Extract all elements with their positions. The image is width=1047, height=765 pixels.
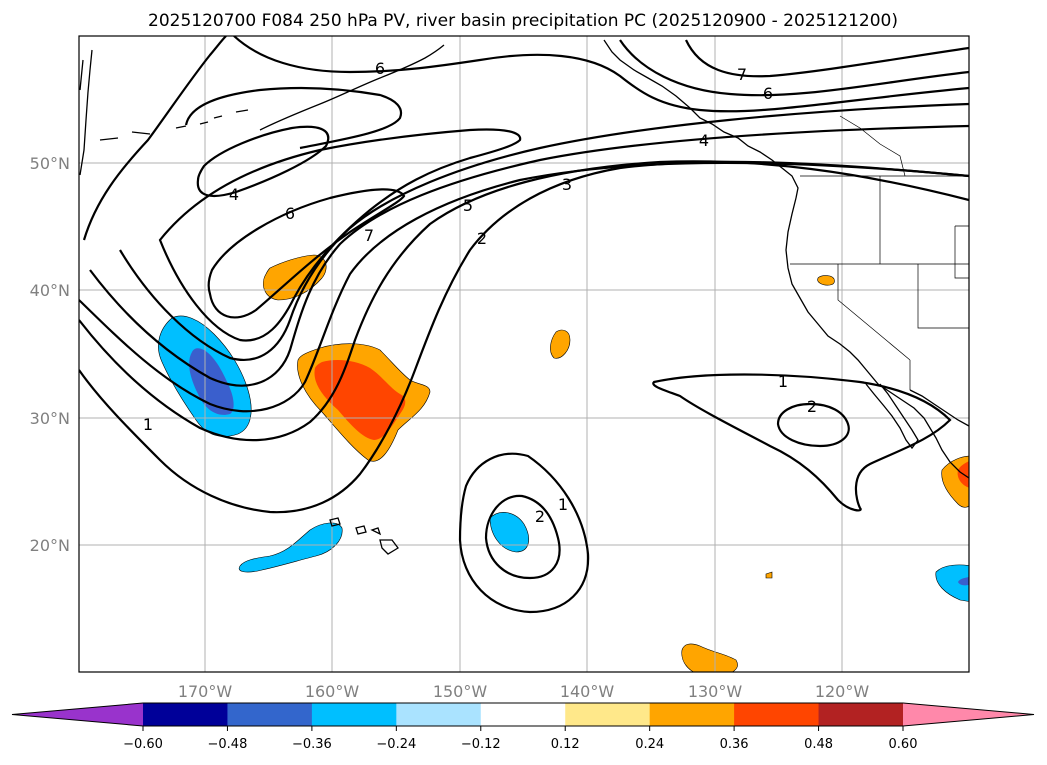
- bc-alaska-panhandle: [603, 39, 799, 199]
- borders: [790, 115, 969, 390]
- neg-anomaly-east: [935, 564, 969, 602]
- contour-north-arc: [184, 86, 403, 150]
- map: 6 7 6 4 4 6 7 5 3 2 1 1 2 1 2: [78, 35, 970, 673]
- colorbar-tick-label: −0.48: [208, 737, 248, 752]
- us-west-coast: [785, 197, 969, 479]
- contour-label: 2: [535, 507, 545, 526]
- contour-label: 7: [364, 226, 374, 245]
- contour-2-south: [484, 494, 561, 580]
- latitude-labels: 50°N 40°N 30°N 20°N: [30, 154, 70, 555]
- lat-label-20n: 20°N: [30, 536, 70, 555]
- neg-anomaly-south-a: [238, 522, 343, 573]
- contour-1-south: [458, 452, 590, 614]
- map-frame: [78, 35, 970, 673]
- contour-3: [79, 161, 969, 413]
- colorbar-extend-low: [12, 703, 143, 726]
- aleutian-islands: [99, 109, 249, 141]
- colorbar-tick-label: 0.36: [720, 737, 749, 752]
- longitude-labels: 170°W 160°W 150°W 140°W 130°W 120°W: [178, 682, 870, 701]
- figure-title: 2025120700 F084 250 hPa PV, river basin …: [148, 11, 898, 31]
- colorbar-segment: [649, 703, 735, 726]
- colorbar-segment: [734, 703, 820, 726]
- contour-label: 3: [562, 175, 572, 194]
- pos-anomaly-bottom: [681, 643, 738, 672]
- lon-label-150w: 150°W: [433, 682, 488, 701]
- contour-label: 6: [763, 84, 773, 103]
- state-borders: [790, 115, 969, 390]
- pos-anomaly-coast: [817, 275, 835, 286]
- colorbar-tick-label: 0.12: [551, 737, 580, 752]
- contour-label: 1: [558, 495, 568, 514]
- kamchatka-coast: [79, 49, 93, 176]
- colorbar-segment: [311, 703, 397, 726]
- colorbar-tick-label: −0.24: [376, 737, 416, 752]
- contour-label: 6: [285, 204, 295, 223]
- coastlines: [79, 39, 969, 555]
- colorbar-tick-label: 0.60: [889, 737, 918, 752]
- colorbar-tick-label: −0.36: [292, 737, 332, 752]
- contour-2-west: [79, 160, 969, 442]
- colorbar-tick-label: 0.48: [804, 737, 833, 752]
- gulf-coast: [909, 389, 969, 427]
- contour-label: 4: [229, 185, 239, 204]
- colorbar-segment: [565, 703, 651, 726]
- neg-anomaly-east-inner: [958, 576, 969, 586]
- contour-7-top: [685, 39, 969, 78]
- alaska-coast: [259, 44, 445, 131]
- colorbar: −0.60 −0.48 −0.36 −0.24 −0.12 0.12 0.24 0.36 0.4…: [11, 702, 1035, 752]
- pos-anomaly-central-inner: [314, 360, 406, 440]
- colorbar-tick-label: −0.12: [461, 737, 501, 752]
- contour-label: 1: [778, 372, 788, 391]
- colorbar-extend-high: [903, 703, 1034, 726]
- baja-california: [865, 383, 919, 450]
- colorbar-segment: [227, 703, 313, 726]
- neg-anomaly-south-b: [489, 512, 529, 553]
- lat-label-30n: 30°N: [30, 409, 70, 428]
- contour-2-east: [776, 402, 850, 448]
- contour-label: 2: [807, 397, 817, 416]
- lon-label-170w: 170°W: [178, 682, 233, 701]
- contour-label: 4: [699, 131, 709, 150]
- contour-label-set: 6 7 6 4 4 6 7 5 3 2 1 1 2 1 2: [143, 59, 817, 526]
- contour-label: 7: [737, 65, 747, 84]
- colorbar-tick-label: −0.60: [123, 737, 163, 752]
- contour-6-top: [619, 39, 969, 97]
- lon-label-160w: 160°W: [305, 682, 360, 701]
- colorbar-segment: [480, 703, 566, 726]
- lat-label-50n: 50°N: [30, 154, 70, 173]
- contour-1-east: [652, 373, 952, 512]
- contour-label: 1: [143, 415, 153, 434]
- contour-label: 5: [463, 196, 473, 215]
- colorbar-segment: [396, 703, 482, 726]
- lon-label-130w: 130°W: [688, 682, 743, 701]
- lat-label-40n: 40°N: [30, 281, 70, 300]
- contour-4-band: [89, 124, 969, 387]
- colorbar-segment: [818, 703, 904, 726]
- colorbar-tick-label: 0.24: [635, 737, 664, 752]
- pos-anomaly-dot: [765, 571, 773, 579]
- lon-label-120w: 120°W: [815, 682, 870, 701]
- lon-label-140w: 140°W: [560, 682, 615, 701]
- contour-top: [233, 36, 969, 113]
- contour-north-aleut: [82, 36, 227, 241]
- contour-7-inner: [207, 188, 406, 319]
- contour-label: 2: [477, 229, 487, 248]
- pv-contours: [79, 36, 969, 614]
- pos-anomaly-small: [550, 329, 571, 359]
- hawaii-islands: [329, 517, 399, 555]
- contour-label: 6: [375, 59, 385, 78]
- colorbar-segment: [143, 703, 228, 726]
- contour-4-closed: [196, 125, 330, 198]
